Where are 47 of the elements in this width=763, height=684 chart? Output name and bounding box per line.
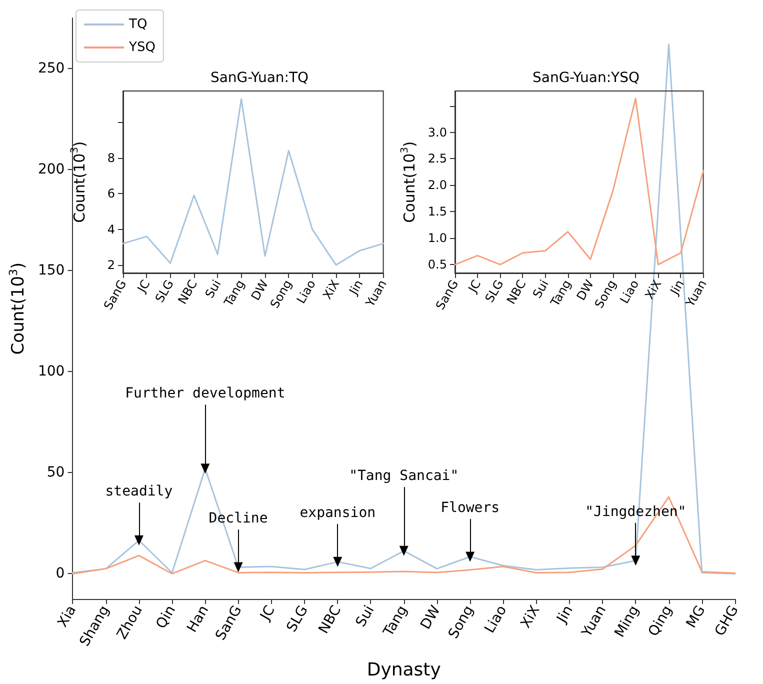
x-tick-label: DW — [418, 602, 444, 632]
y-tick-label: 200 — [38, 162, 65, 178]
y-tick-label: 50 — [46, 464, 65, 481]
legend-label: TQ — [128, 17, 148, 32]
x-tick-label: JC — [257, 603, 278, 624]
x-tick-label: Jin — [666, 278, 687, 298]
chart-title: SanG-Yuan:TQ — [210, 70, 309, 86]
y-tick-label: 100 — [38, 364, 65, 380]
annotation: "Tang Sancai" — [349, 468, 459, 484]
x-tick-label: Sui — [353, 603, 378, 630]
x-tick-label: JC — [134, 278, 153, 296]
y-tick-label: 4 — [107, 222, 115, 236]
annotation: Decline — [208, 510, 268, 527]
x-tick-label: Sui — [202, 278, 224, 301]
x-axis-title: Dynasty — [366, 660, 442, 680]
y-tick-label: 150 — [38, 262, 65, 279]
annotation: "Jingdezhen" — [585, 504, 686, 520]
x-tick-label: Xia — [54, 603, 80, 630]
y-axis-title: Count(103) — [7, 262, 29, 355]
x-tick-label: Qin — [153, 603, 179, 632]
y-tick-label: 0.5 — [428, 258, 447, 272]
legend-label: YSQ — [128, 40, 156, 55]
line-series — [454, 98, 704, 266]
x-tick-label: MG — [684, 603, 709, 631]
annotation: expansion — [300, 505, 376, 522]
y-tick-label: 0 — [56, 566, 65, 582]
x-tick-label: Sui — [530, 278, 552, 301]
chart-title: SanG-Yuan:YSQ — [532, 70, 640, 86]
y-tick-label: 1.0 — [428, 231, 447, 246]
annotation: Flowers — [440, 500, 500, 516]
line-series — [122, 98, 384, 266]
x-tick-label: DW — [248, 277, 272, 303]
x-tick-label: JC — [465, 278, 484, 296]
y-tick-label: 6 — [107, 186, 115, 201]
y-tick-label: 250 — [38, 60, 65, 77]
y-tick-label: 2.5 — [428, 152, 447, 166]
y-tick-label: 3.0 — [428, 125, 447, 140]
annotation: Further development — [125, 386, 286, 402]
y-axis-title: Count(103) — [400, 141, 419, 223]
y-tick-label: 2 — [107, 258, 115, 272]
annotation: steadily — [105, 484, 173, 500]
y-tick-label: 2.0 — [428, 178, 447, 192]
y-tick-label: 8 — [107, 150, 115, 165]
y-axis-title: Count(103) — [70, 141, 88, 223]
x-tick-label: Jin — [554, 603, 576, 626]
x-tick-label: Jin — [346, 278, 366, 298]
y-tick-label: 1.5 — [428, 204, 447, 219]
